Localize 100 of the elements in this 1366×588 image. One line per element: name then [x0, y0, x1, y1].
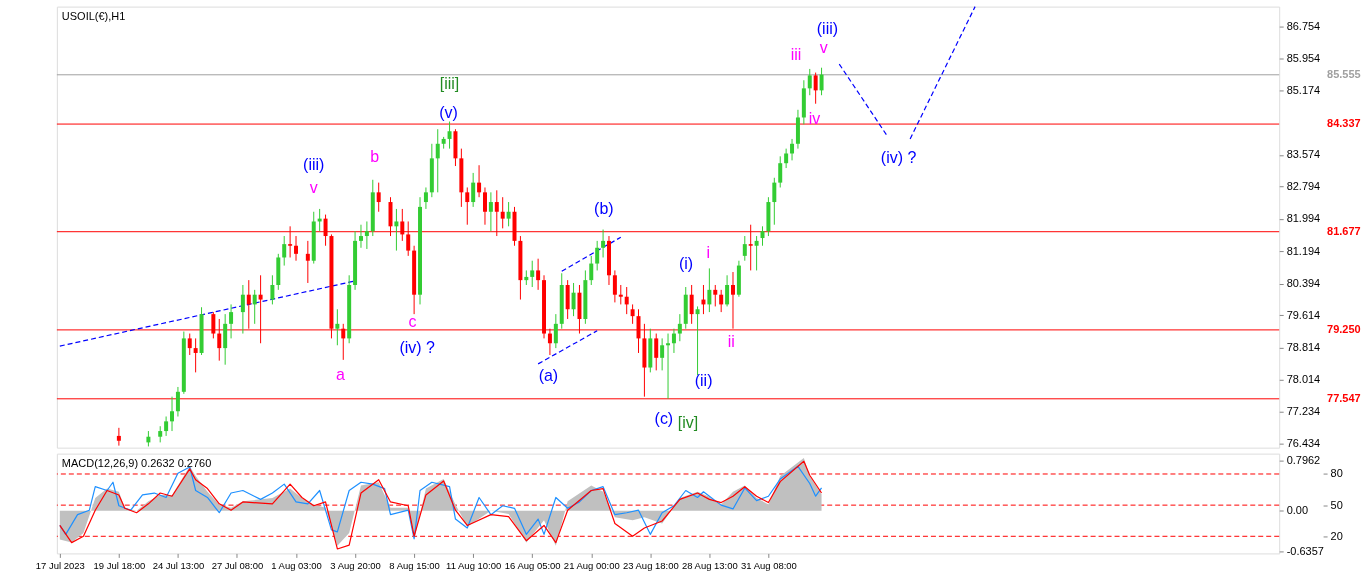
annotation: a: [336, 365, 346, 383]
candlestick: [671, 328, 676, 354]
candlestick: [530, 260, 535, 288]
y-tick-label: 83.574: [1286, 148, 1321, 161]
x-tick-label: 31 Aug 08:00: [741, 559, 797, 571]
candlestick: [477, 164, 482, 198]
candlestick: [725, 274, 730, 307]
candlestick: [677, 313, 682, 342]
x-tick-label: 8 Aug 15:00: [389, 559, 440, 571]
candlestick: [536, 258, 541, 291]
candlestick: [612, 269, 617, 303]
candlestick: [270, 274, 275, 305]
ref-line-label: 79.250: [1327, 322, 1361, 335]
candlestick: [252, 289, 257, 325]
y-tick-label: 79.614: [1286, 308, 1321, 321]
candlestick: [819, 67, 824, 96]
y-tick-label: 80.394: [1286, 277, 1321, 290]
x-tick-label: 11 Aug 10:00: [446, 559, 502, 571]
candlestick: [630, 303, 635, 325]
candlestick: [116, 427, 121, 447]
annotation: (iii): [303, 156, 325, 174]
annotation: (v): [439, 103, 458, 121]
y-tick-label: 81.194: [1286, 244, 1321, 257]
y-tick-label: -0.6357: [1286, 544, 1324, 557]
annotation: ii: [727, 332, 735, 350]
y-tick-label: 0.00: [1286, 504, 1309, 517]
x-tick-label: 17 Jul 2023: [35, 559, 85, 571]
y-tick-label: 78.014: [1286, 373, 1321, 386]
candlestick: [482, 186, 487, 226]
annotation: [iv]: [677, 414, 699, 432]
ref-line-label: 84.337: [1327, 117, 1361, 130]
candlestick: [358, 224, 363, 249]
candlestick: [193, 337, 198, 373]
candlestick: [742, 235, 747, 262]
candlestick: [571, 282, 576, 317]
candlestick: [589, 255, 594, 286]
candlestick: [471, 172, 476, 208]
ref-line-label: 77.547: [1327, 391, 1361, 404]
candlestick: [595, 240, 600, 271]
annotation: (i): [678, 254, 694, 272]
x-tick-label: 3 Aug 20:00: [330, 559, 381, 571]
annotation: [iii]: [439, 74, 460, 92]
x-tick-label: 24 Jul 13:00: [152, 559, 205, 571]
annotation: (iii): [816, 20, 839, 37]
candlestick: [807, 68, 812, 96]
ref-line-label: 81.677: [1327, 224, 1361, 237]
candlestick: [394, 208, 399, 252]
candlestick: [772, 177, 777, 226]
y-tick-label: 76.434: [1286, 437, 1321, 450]
x-tick-label: 1 Aug 03:00: [271, 559, 322, 571]
y-tick-label: 82.794: [1286, 180, 1321, 192]
x-tick-label: 23 Aug 18:00: [622, 559, 679, 571]
annotation: iv: [808, 109, 821, 127]
candlestick: [754, 235, 759, 271]
candlestick: [618, 284, 623, 305]
annotation: (ii): [694, 372, 713, 390]
chart-title: MACD(12,26,9) 0.2632 0.2760: [61, 456, 212, 469]
candlestick: [790, 138, 795, 161]
candlestick: [654, 333, 659, 371]
y-tick-label: 0.7962: [1286, 453, 1321, 466]
candlestick: [364, 220, 369, 250]
y-tick-label: 78.814: [1286, 341, 1321, 354]
candlestick: [707, 267, 712, 313]
y-tick-label: 77.234: [1286, 404, 1321, 417]
candlestick: [187, 333, 192, 356]
x-tick-label: 28 Aug 13:00: [681, 559, 738, 571]
candlestick: [719, 289, 724, 313]
candlestick: [666, 333, 671, 400]
x-tick-label: 16 Aug 05:00: [504, 559, 561, 571]
x-tick-label: 27 Jul 08:00: [211, 559, 264, 571]
annotation: b: [370, 147, 380, 165]
annotation: (b): [594, 200, 614, 218]
y-tick-label: 85.174: [1286, 83, 1321, 96]
candlestick: [760, 225, 765, 247]
annotation: (iv) ?: [399, 339, 436, 357]
candlestick: [500, 196, 505, 229]
annotation: (iv) ?: [880, 149, 917, 167]
y-tick-label: 81.994: [1286, 212, 1321, 225]
annotation: v: [819, 39, 828, 57]
chart-title: USOIL(€),H1: [61, 9, 126, 22]
annotation: iii: [790, 46, 802, 64]
candlestick: [713, 284, 718, 307]
candlestick: [305, 240, 310, 284]
y2-tick-label: 80: [1330, 467, 1343, 480]
candlestick: [553, 313, 558, 349]
candlestick: [465, 186, 470, 226]
x-tick-label: 21 Aug 00:00: [563, 559, 620, 571]
y2-tick-label: 50: [1330, 498, 1343, 511]
candlestick: [778, 155, 783, 188]
annotation: (c): [654, 410, 674, 428]
candlestick: [488, 191, 493, 232]
annotation: v: [309, 178, 318, 196]
x-tick-label: 19 Jul 18:00: [93, 559, 146, 571]
y2-tick-label: 20: [1330, 529, 1343, 542]
candlestick: [435, 128, 440, 193]
candlestick: [423, 186, 428, 210]
candlestick: [282, 235, 287, 267]
y-tick-label: 85.954: [1286, 52, 1321, 65]
candlestick: [660, 337, 665, 371]
candlestick: [784, 148, 789, 169]
